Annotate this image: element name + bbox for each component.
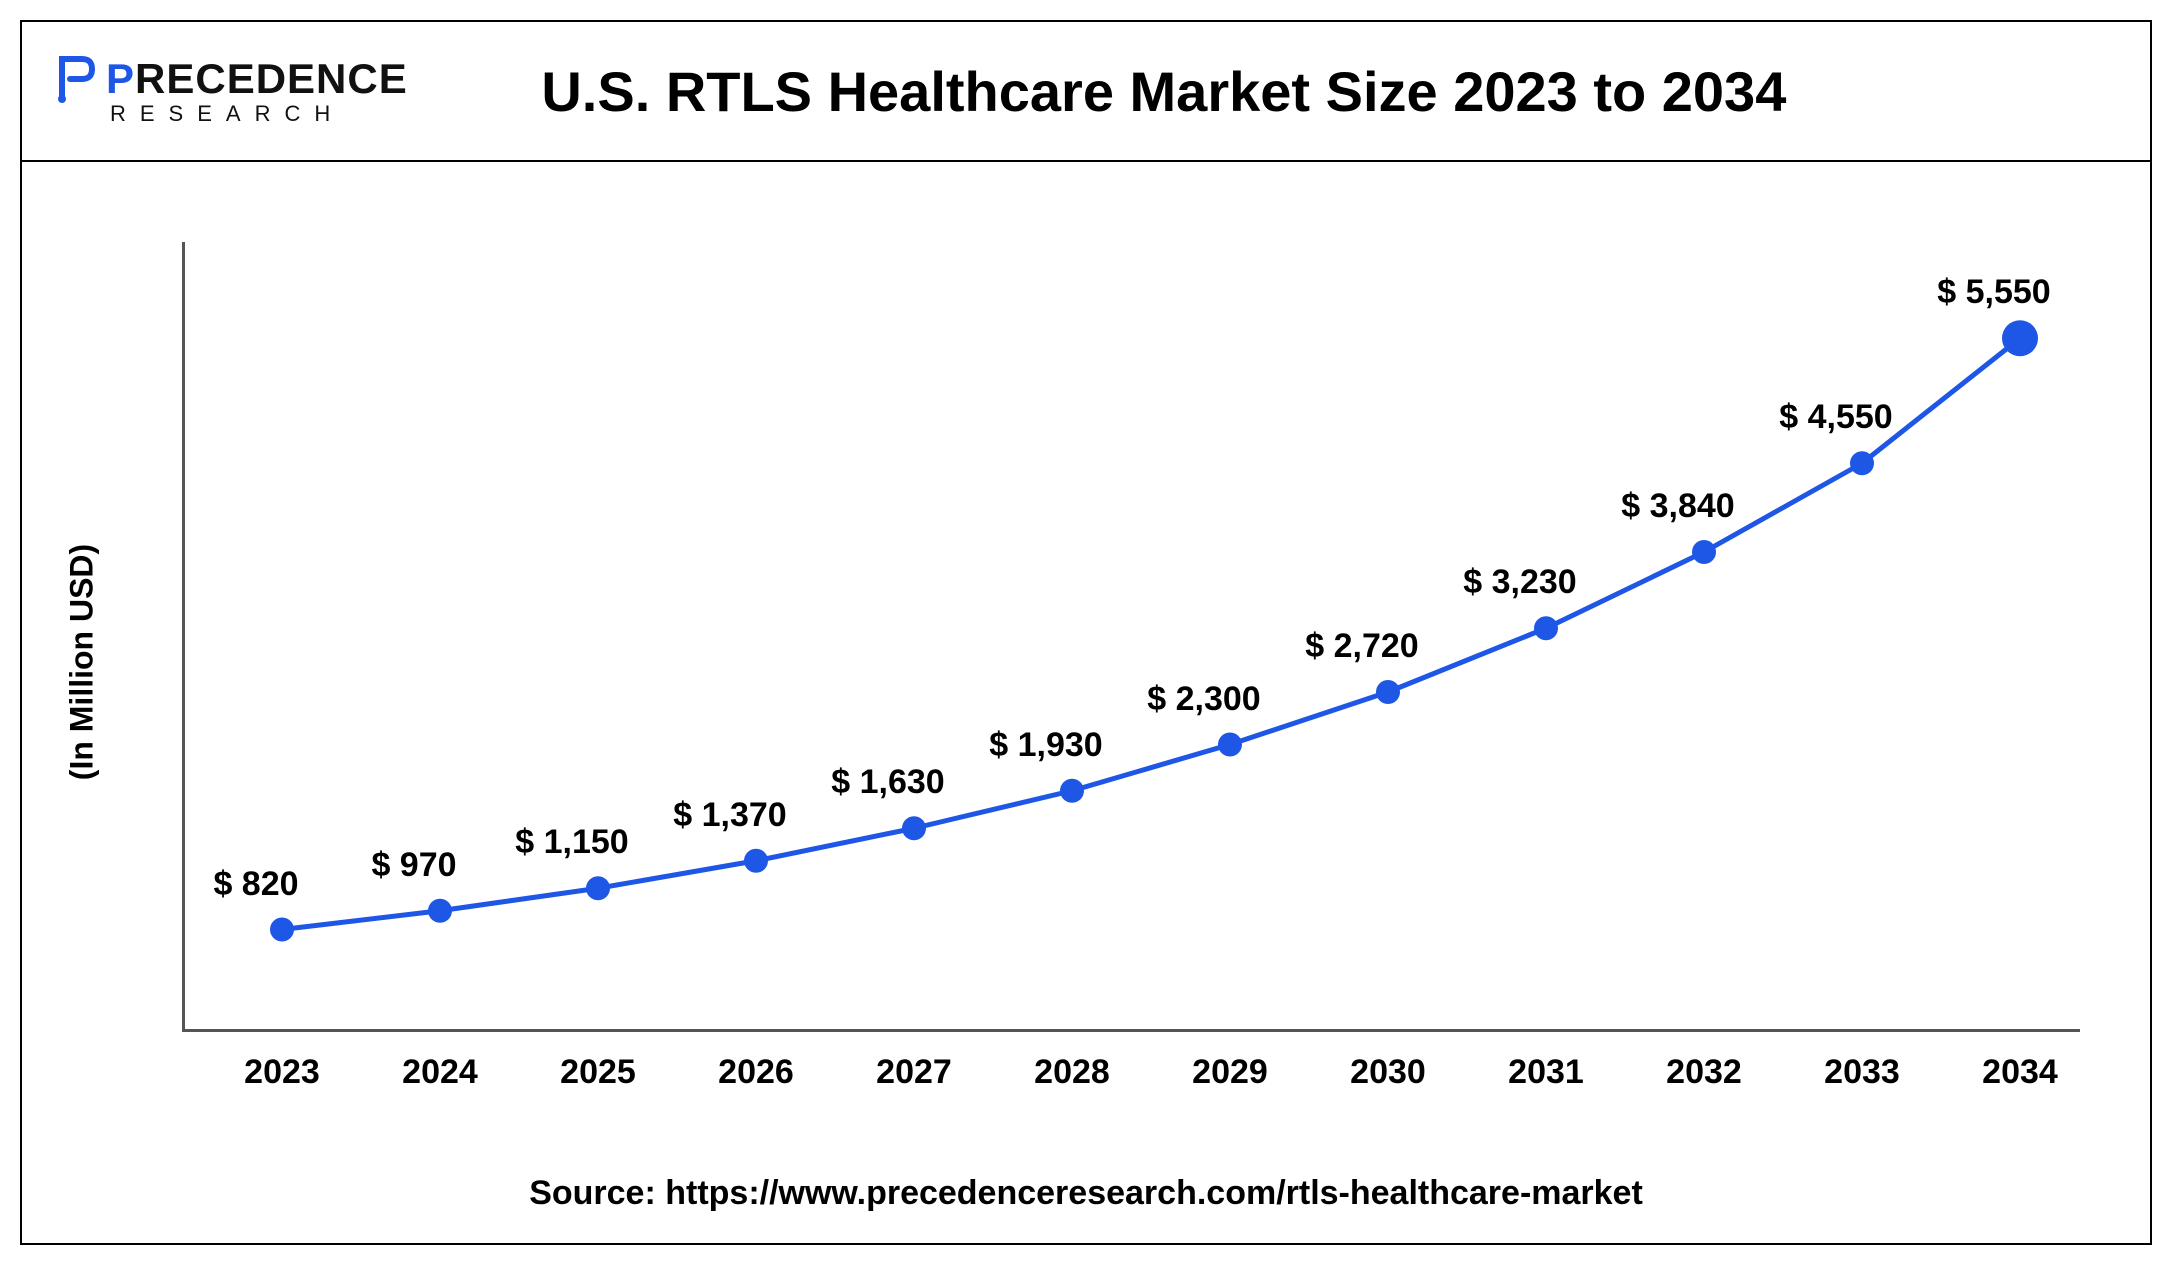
source-citation: Source: https://www.precedenceresearch.c… xyxy=(22,1162,2150,1243)
data-marker xyxy=(586,876,610,900)
x-tick-label: 2032 xyxy=(1666,1053,1742,1092)
x-tick-label: 2033 xyxy=(1824,1053,1900,1092)
data-marker xyxy=(1850,451,1874,475)
data-marker xyxy=(2002,320,2038,356)
chart-region: (In Million USD) 20232024202520262027202… xyxy=(22,162,2150,1162)
data-value-label: $ 1,150 xyxy=(515,823,628,862)
x-tick-label: 2034 xyxy=(1982,1053,2058,1092)
data-value-label: $ 5,550 xyxy=(1937,273,2050,312)
data-marker xyxy=(428,899,452,923)
data-value-label: $ 820 xyxy=(213,865,298,904)
data-marker xyxy=(902,816,926,840)
data-marker xyxy=(1218,733,1242,757)
data-value-label: $ 1,370 xyxy=(673,796,786,835)
data-value-label: $ 3,230 xyxy=(1463,563,1576,602)
y-axis-label: (In Million USD) xyxy=(64,544,101,780)
plot-area: 2023202420252026202720282029203020312032… xyxy=(182,242,2050,1032)
data-marker xyxy=(270,918,294,942)
x-tick-label: 2029 xyxy=(1192,1053,1268,1092)
logo-rest: RECEDENCE xyxy=(135,55,408,102)
logo-subtext: RESEARCH xyxy=(110,101,344,127)
data-marker xyxy=(1534,616,1558,640)
x-tick-label: 2027 xyxy=(876,1053,952,1092)
logo-mark-icon xyxy=(52,55,100,103)
logo-top-row: PRECEDENCE xyxy=(52,55,408,103)
x-tick-label: 2030 xyxy=(1350,1053,1426,1092)
brand-logo: PRECEDENCE RESEARCH xyxy=(52,55,408,127)
data-marker xyxy=(1376,680,1400,704)
x-tick-label: 2028 xyxy=(1034,1053,1110,1092)
data-value-label: $ 2,720 xyxy=(1305,627,1418,666)
data-value-label: $ 1,930 xyxy=(989,726,1102,765)
data-marker xyxy=(744,849,768,873)
line-plot-svg xyxy=(182,242,2050,1032)
x-tick-label: 2024 xyxy=(402,1053,478,1092)
logo-wordmark: PRECEDENCE xyxy=(106,55,408,103)
logo-accent-letter: P xyxy=(106,55,135,102)
data-value-label: $ 970 xyxy=(371,846,456,885)
x-tick-label: 2026 xyxy=(718,1053,794,1092)
header-bar: PRECEDENCE RESEARCH U.S. RTLS Healthcare… xyxy=(22,22,2150,162)
data-value-label: $ 1,630 xyxy=(831,763,944,802)
source-prefix: Source: xyxy=(529,1174,665,1212)
data-value-label: $ 3,840 xyxy=(1621,487,1734,526)
x-tick-label: 2025 xyxy=(560,1053,636,1092)
x-tick-label: 2031 xyxy=(1508,1053,1584,1092)
data-value-label: $ 2,300 xyxy=(1147,680,1260,719)
data-marker xyxy=(1692,540,1716,564)
source-url: https://www.precedenceresearch.com/rtls-… xyxy=(665,1174,1643,1212)
chart-title: U.S. RTLS Healthcare Market Size 2023 to… xyxy=(408,59,2120,124)
x-tick-label: 2023 xyxy=(244,1053,320,1092)
data-value-label: $ 4,550 xyxy=(1779,398,1892,437)
chart-frame: PRECEDENCE RESEARCH U.S. RTLS Healthcare… xyxy=(20,20,2152,1245)
data-marker xyxy=(1060,779,1084,803)
